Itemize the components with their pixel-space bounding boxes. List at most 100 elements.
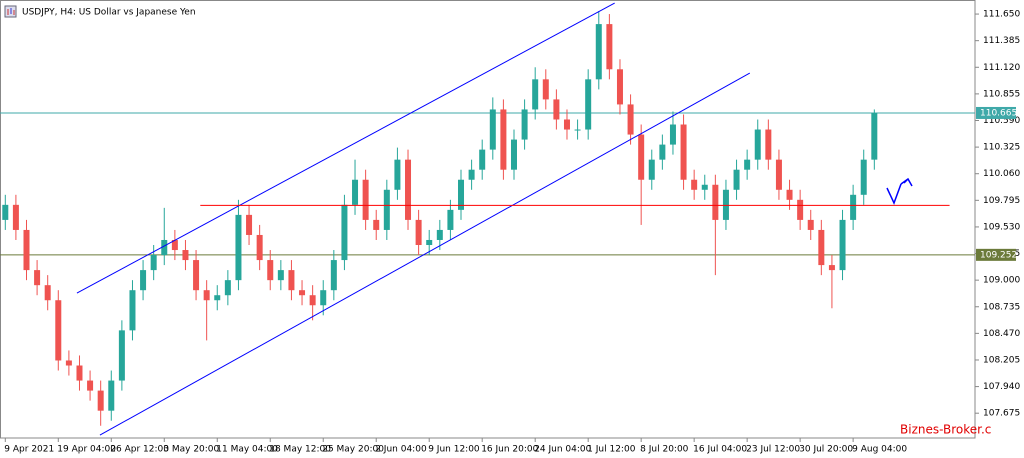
- candle-body: [171, 239, 178, 251]
- x-tick-label: 25 May 20:00: [322, 445, 384, 455]
- x-tick-label: 9 Jun 12:00: [428, 445, 480, 455]
- x-tick-label: 1 Jul 12:00: [587, 445, 636, 455]
- candle-body: [55, 300, 62, 361]
- candle-body: [489, 109, 496, 150]
- candle-body: [797, 199, 804, 220]
- y-tick-label: 111.120: [983, 63, 1020, 73]
- x-tick-label: 9 Aug 04:00: [852, 445, 907, 455]
- hand-arrow: [886, 177, 913, 205]
- candle-body: [23, 229, 30, 271]
- candle-body: [638, 134, 645, 180]
- candle-body: [129, 290, 136, 331]
- y-tick-label: 107.940: [983, 382, 1020, 392]
- candle-body: [659, 144, 666, 160]
- candle-body: [97, 390, 104, 411]
- x-tick-label: 19 Apr 04:00: [57, 445, 116, 455]
- candle-body: [479, 149, 486, 170]
- x-tick-label: 16 Jul 04:00: [693, 445, 747, 455]
- candle-body: [691, 179, 698, 190]
- candle-body: [214, 295, 221, 301]
- candle-body: [320, 290, 327, 306]
- price-label-box: [976, 106, 1016, 119]
- candle-body: [839, 219, 846, 271]
- x-tick-label: 18 May 12:00: [269, 445, 331, 455]
- candle-body: [701, 184, 708, 190]
- candle-body: [585, 79, 592, 130]
- candle-body: [447, 209, 454, 230]
- candle-body: [786, 189, 793, 200]
- watermark: Biznes-Broker.c: [900, 423, 991, 437]
- candle-body: [362, 179, 369, 220]
- x-tick-label: 30 Jul 20:00: [799, 445, 853, 455]
- x-tick-label: 16 Jun 20:00: [481, 445, 538, 455]
- candle-body: [299, 290, 306, 296]
- candle-body: [521, 109, 528, 140]
- candle-body: [627, 104, 634, 135]
- y-tick-label: 109.000: [983, 276, 1020, 286]
- candle-body: [669, 124, 676, 145]
- price-label: 110.665: [980, 108, 1017, 118]
- y-tick-label: 110.325: [983, 143, 1020, 153]
- candle-body: [850, 194, 857, 220]
- candle-body: [373, 219, 380, 230]
- candle-body: [267, 260, 274, 281]
- candle-body: [415, 219, 422, 246]
- candle-body: [2, 204, 9, 220]
- candle-body: [394, 159, 401, 190]
- candle-body: [616, 69, 623, 105]
- y-tick-label: 111.650: [983, 10, 1020, 20]
- candle-body: [87, 380, 94, 391]
- candle-body: [436, 229, 443, 240]
- x-tick-label: 2 Jun 04:00: [375, 445, 427, 455]
- candle-body: [256, 234, 263, 261]
- candle-body: [277, 270, 284, 281]
- x-tick-label: 9 Apr 2021: [4, 445, 54, 455]
- candle-body: [224, 280, 231, 296]
- candle-body: [405, 159, 412, 220]
- symbol-icon: [4, 5, 17, 18]
- y-tick-label: 107.675: [983, 409, 1020, 419]
- candle-body: [193, 260, 200, 291]
- candle-body: [309, 295, 316, 306]
- candle-body: [426, 239, 433, 246]
- x-tick-label: 26 Apr 12:00: [110, 445, 169, 455]
- price-label: 109.252: [980, 250, 1017, 260]
- candle-body: [203, 290, 210, 301]
- candle-body: [733, 169, 740, 190]
- candle-body: [722, 189, 729, 220]
- candle-body: [595, 24, 602, 80]
- plot-frame: [0, 0, 976, 439]
- y-tick-label: 111.385: [983, 36, 1020, 46]
- candle-body: [330, 260, 337, 291]
- candle-body: [860, 159, 867, 195]
- candle-body: [65, 360, 72, 366]
- candle-body: [765, 129, 772, 160]
- candle-body: [341, 204, 348, 261]
- candle-body: [44, 285, 51, 301]
- candle-body: [680, 124, 687, 180]
- candle-body: [288, 270, 295, 291]
- candle-body: [500, 109, 507, 170]
- y-tick-label: 110.060: [983, 169, 1020, 179]
- y-tick-label: 109.795: [983, 196, 1020, 206]
- candle-body: [235, 214, 242, 281]
- candle-body: [161, 239, 168, 256]
- candle-body: [182, 250, 189, 261]
- candle-body: [383, 189, 390, 230]
- trend-line: [99, 72, 751, 436]
- x-tick-label: 11 May 04:00: [216, 445, 278, 455]
- candle-body: [150, 255, 157, 271]
- candle-body: [871, 112, 878, 160]
- y-tick-label: 110.590: [983, 116, 1020, 126]
- candle-body: [606, 24, 613, 70]
- candle-body: [807, 219, 814, 230]
- candle-body: [12, 204, 19, 230]
- candle-body: [744, 159, 751, 170]
- price-label-box: [976, 248, 1016, 261]
- y-tick-label: 109.530: [983, 222, 1020, 232]
- y-tick-label: 108.470: [983, 329, 1020, 339]
- candle-body: [352, 179, 359, 205]
- candle-body: [108, 380, 115, 411]
